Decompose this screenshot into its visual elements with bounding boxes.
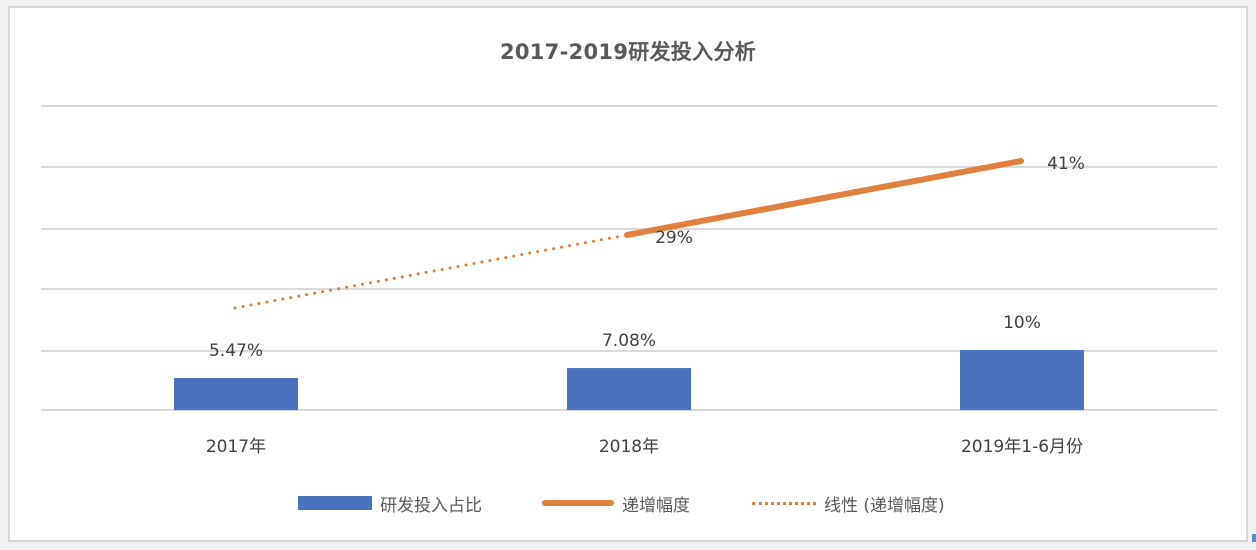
x-tick-label: 2018年 (599, 437, 659, 457)
bar[interactable] (567, 368, 691, 410)
legend: 研发投入占比 递增幅度 线性 (递增幅度) (0, 490, 1256, 516)
bar[interactable] (174, 378, 298, 410)
legend-item-line[interactable]: 递增幅度 (542, 490, 690, 516)
bar-value-label: 5.47% (209, 341, 263, 361)
legend-swatch-line (542, 500, 614, 506)
chart-title: 2017-2019研发投入分析 (499, 40, 757, 64)
legend-swatch-bar (298, 496, 372, 510)
line-value-label: 41% (1047, 154, 1085, 174)
x-tick-label: 2017年 (206, 437, 266, 457)
bar-series (174, 350, 1084, 410)
x-tick-label: 2019年1-6月份 (961, 437, 1083, 457)
growth-line (624, 158, 1024, 238)
resize-handle[interactable] (1252, 534, 1256, 542)
legend-item-trendline[interactable]: 线性 (递增幅度) (752, 490, 945, 516)
trendline (233, 233, 629, 310)
legend-label: 递增幅度 (622, 495, 690, 516)
chart-frame (8, 6, 1248, 542)
legend-label: 研发投入占比 (380, 495, 482, 516)
bar-value-label: 10% (1003, 313, 1041, 333)
x-axis-ticks: 2017年 2018年 2019年1-6月份 (206, 437, 1083, 457)
bar-value-label: 7.08% (602, 331, 656, 351)
legend-label: 线性 (递增幅度) (824, 495, 945, 516)
line-value-label: 29% (655, 228, 693, 248)
legend-swatch-dotted (752, 501, 816, 505)
legend-item-bar[interactable]: 研发投入占比 (298, 490, 482, 516)
data-labels: 5.47% 7.08% 10% 29% 41% (209, 154, 1085, 361)
bar[interactable] (960, 350, 1084, 410)
